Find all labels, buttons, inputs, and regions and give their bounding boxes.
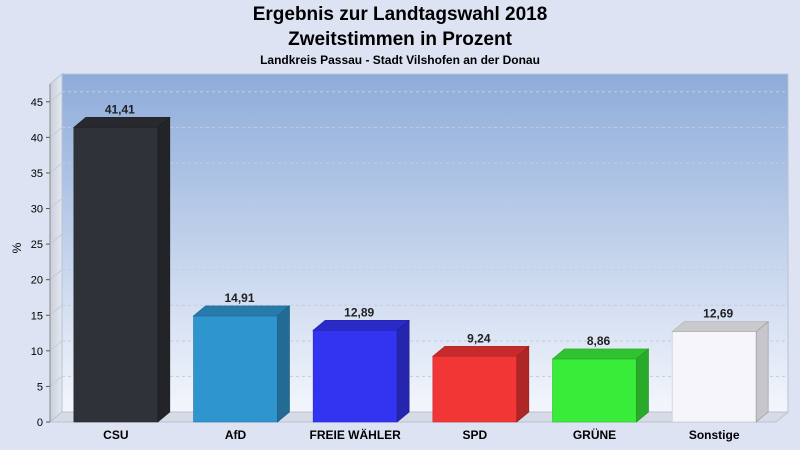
bar-top bbox=[192, 305, 291, 317]
chart-title: Ergebnis zur Landtagswahl 2018 bbox=[252, 4, 548, 25]
x-tick-label: FREIE WÄHLER bbox=[309, 427, 401, 442]
x-tick-label: CSU bbox=[103, 428, 128, 442]
y-tick-label: 35 bbox=[31, 168, 43, 180]
chart-caption: Landkreis Passau - Stadt Vilshofen an de… bbox=[260, 53, 540, 67]
bar-2 bbox=[312, 319, 410, 423]
gridline-side bbox=[49, 304, 63, 316]
y-tick-label: 15 bbox=[31, 310, 43, 322]
x-tick-label: Sonstige bbox=[689, 428, 740, 442]
gridline-side bbox=[49, 233, 63, 245]
bar-front bbox=[432, 355, 518, 423]
x-tick-label: AfD bbox=[225, 428, 247, 442]
bar-value-label: 9,24 bbox=[467, 331, 491, 345]
bar-0 bbox=[73, 116, 171, 423]
gridline-side bbox=[49, 126, 63, 138]
bar-front bbox=[671, 331, 757, 423]
bar-front bbox=[73, 127, 159, 423]
chart-subtitle: Zweitstimmen in Prozent bbox=[288, 29, 512, 50]
x-tick-label: GRÜNE bbox=[573, 427, 616, 442]
bar-front bbox=[193, 315, 278, 423]
plot-side-wall bbox=[49, 72, 63, 424]
y-tick-label: 45 bbox=[31, 97, 43, 109]
bar-value-label: 12,69 bbox=[703, 307, 733, 321]
bar-side bbox=[516, 345, 530, 423]
gridline-side bbox=[49, 269, 63, 281]
bar-top bbox=[432, 345, 530, 357]
bar-value-label: 41,41 bbox=[105, 102, 135, 116]
bar-front bbox=[552, 358, 637, 423]
bar-value-label: 8,86 bbox=[587, 334, 611, 348]
bar-4 bbox=[551, 348, 650, 423]
bar-5 bbox=[671, 321, 769, 423]
bar-3 bbox=[432, 345, 530, 423]
y-tick-label: 20 bbox=[31, 275, 43, 287]
bar-side bbox=[277, 305, 290, 423]
bar-top bbox=[312, 319, 410, 331]
bar-top bbox=[551, 348, 650, 360]
y-tick-label: 0 bbox=[37, 417, 43, 429]
gridline-side bbox=[49, 198, 63, 209]
y-tick-label: 40 bbox=[31, 132, 43, 144]
bar-value-label: 12,89 bbox=[344, 305, 374, 319]
bar-side bbox=[755, 321, 769, 423]
bar-side bbox=[636, 348, 649, 423]
y-tick-label: 5 bbox=[37, 381, 43, 393]
bar-front bbox=[312, 329, 398, 423]
gridline-side bbox=[49, 376, 63, 387]
bar-side bbox=[396, 319, 410, 423]
x-tick-label: SPD bbox=[462, 428, 487, 442]
plot-back-wall bbox=[61, 73, 789, 413]
bar-1 bbox=[192, 305, 291, 423]
bar-side bbox=[157, 116, 171, 423]
bar-value-label: 14,91 bbox=[224, 291, 254, 305]
y-axis-label: % bbox=[10, 242, 24, 253]
y-tick-label: 25 bbox=[31, 239, 43, 251]
bar-top bbox=[671, 321, 769, 333]
gridline-side bbox=[49, 162, 63, 174]
bar-top bbox=[73, 117, 171, 128]
y-tick-label: 10 bbox=[31, 346, 43, 358]
gridline-side bbox=[49, 340, 63, 352]
y-tick-label: 30 bbox=[31, 204, 43, 216]
gridline-side bbox=[49, 91, 63, 103]
